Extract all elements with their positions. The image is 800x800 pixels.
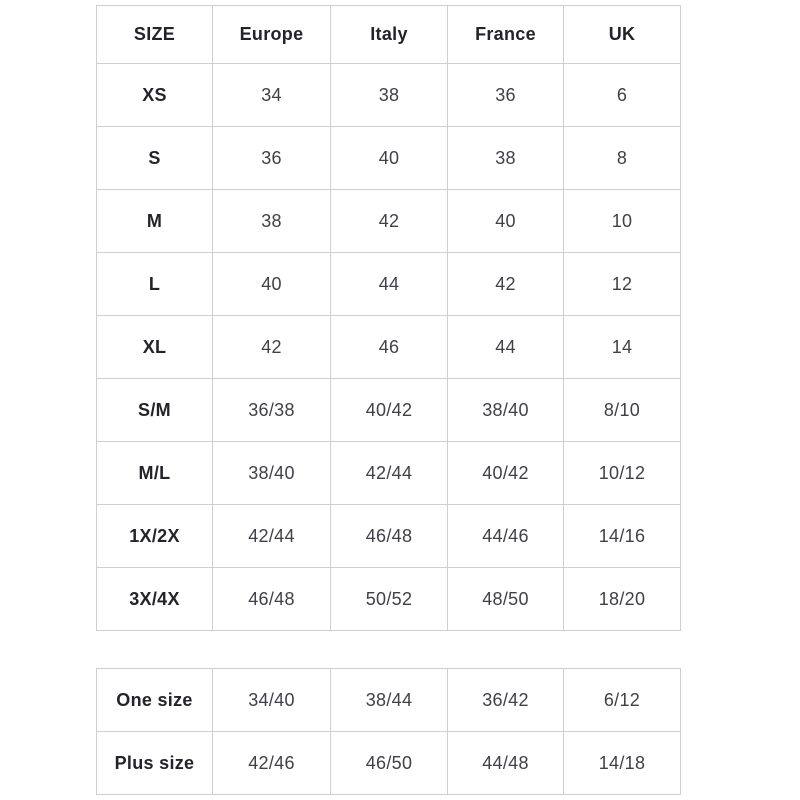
size-value: 36/42	[447, 668, 564, 732]
size-value: 42/44	[212, 504, 331, 568]
size-value: 44	[447, 315, 564, 379]
size-value: 46	[330, 315, 448, 379]
size-value: 42	[212, 315, 331, 379]
row-label: 1X/2X	[96, 504, 213, 568]
header-cell-uk: UK	[563, 5, 681, 64]
row-label: 3X/4X	[96, 567, 213, 631]
size-value: 40/42	[447, 441, 564, 505]
size-value: 36	[212, 126, 331, 190]
size-value: 14	[563, 315, 681, 379]
size-value: 8	[563, 126, 681, 190]
row-label: XS	[96, 63, 213, 127]
row-label: M/L	[96, 441, 213, 505]
size-value: 38/44	[330, 668, 448, 732]
size-value: 42/46	[212, 731, 331, 795]
size-value: 34/40	[212, 668, 331, 732]
size-value: 40	[212, 252, 331, 316]
size-value: 38	[447, 126, 564, 190]
size-value: 50/52	[330, 567, 448, 631]
one-size-plus-size-table: One size 34/40 38/44 36/42 6/12 Plus siz…	[96, 668, 681, 795]
size-value: 42/44	[330, 441, 448, 505]
size-value: 44	[330, 252, 448, 316]
size-value: 42	[447, 252, 564, 316]
row-label: XL	[96, 315, 213, 379]
table-row: Plus size 42/46 46/50 44/48 14/18	[96, 731, 681, 795]
size-conversion-table: SIZE Europe Italy France UK XS 34 38 36 …	[96, 5, 681, 631]
table-row: XL 42 46 44 14	[96, 315, 681, 379]
row-label: L	[96, 252, 213, 316]
size-value: 40/42	[330, 378, 448, 442]
size-value: 8/10	[563, 378, 681, 442]
row-label: S	[96, 126, 213, 190]
size-value: 46/48	[212, 567, 331, 631]
size-value: 36	[447, 63, 564, 127]
table-row: 3X/4X 46/48 50/52 48/50 18/20	[96, 567, 681, 631]
header-cell-europe: Europe	[212, 5, 331, 64]
size-value: 48/50	[447, 567, 564, 631]
size-value: 14/18	[563, 731, 681, 795]
size-value: 46/48	[330, 504, 448, 568]
header-cell-size: SIZE	[96, 5, 213, 64]
size-value: 6/12	[563, 668, 681, 732]
size-value: 40	[447, 189, 564, 253]
size-value: 44/46	[447, 504, 564, 568]
size-value: 46/50	[330, 731, 448, 795]
table-row: XS 34 38 36 6	[96, 63, 681, 127]
table-row: S 36 40 38 8	[96, 126, 681, 190]
size-value: 38/40	[212, 441, 331, 505]
header-cell-france: France	[447, 5, 564, 64]
size-value: 6	[563, 63, 681, 127]
table-row: M/L 38/40 42/44 40/42 10/12	[96, 441, 681, 505]
size-value: 40	[330, 126, 448, 190]
size-value: 44/48	[447, 731, 564, 795]
row-label: M	[96, 189, 213, 253]
header-cell-italy: Italy	[330, 5, 448, 64]
size-value: 38/40	[447, 378, 564, 442]
size-value: 18/20	[563, 567, 681, 631]
table-row: One size 34/40 38/44 36/42 6/12	[96, 668, 681, 732]
row-label: Plus size	[96, 731, 213, 795]
table-row: 1X/2X 42/44 46/48 44/46 14/16	[96, 504, 681, 568]
table-row: L 40 44 42 12	[96, 252, 681, 316]
size-value: 36/38	[212, 378, 331, 442]
row-label: S/M	[96, 378, 213, 442]
size-value: 38	[330, 63, 448, 127]
size-value: 10/12	[563, 441, 681, 505]
table-row: S/M 36/38 40/42 38/40 8/10	[96, 378, 681, 442]
size-value: 14/16	[563, 504, 681, 568]
row-label: One size	[96, 668, 213, 732]
header-row: SIZE Europe Italy France UK	[96, 5, 681, 64]
size-value: 34	[212, 63, 331, 127]
size-value: 38	[212, 189, 331, 253]
table-row: M 38 42 40 10	[96, 189, 681, 253]
size-value: 12	[563, 252, 681, 316]
size-value: 10	[563, 189, 681, 253]
size-value: 42	[330, 189, 448, 253]
